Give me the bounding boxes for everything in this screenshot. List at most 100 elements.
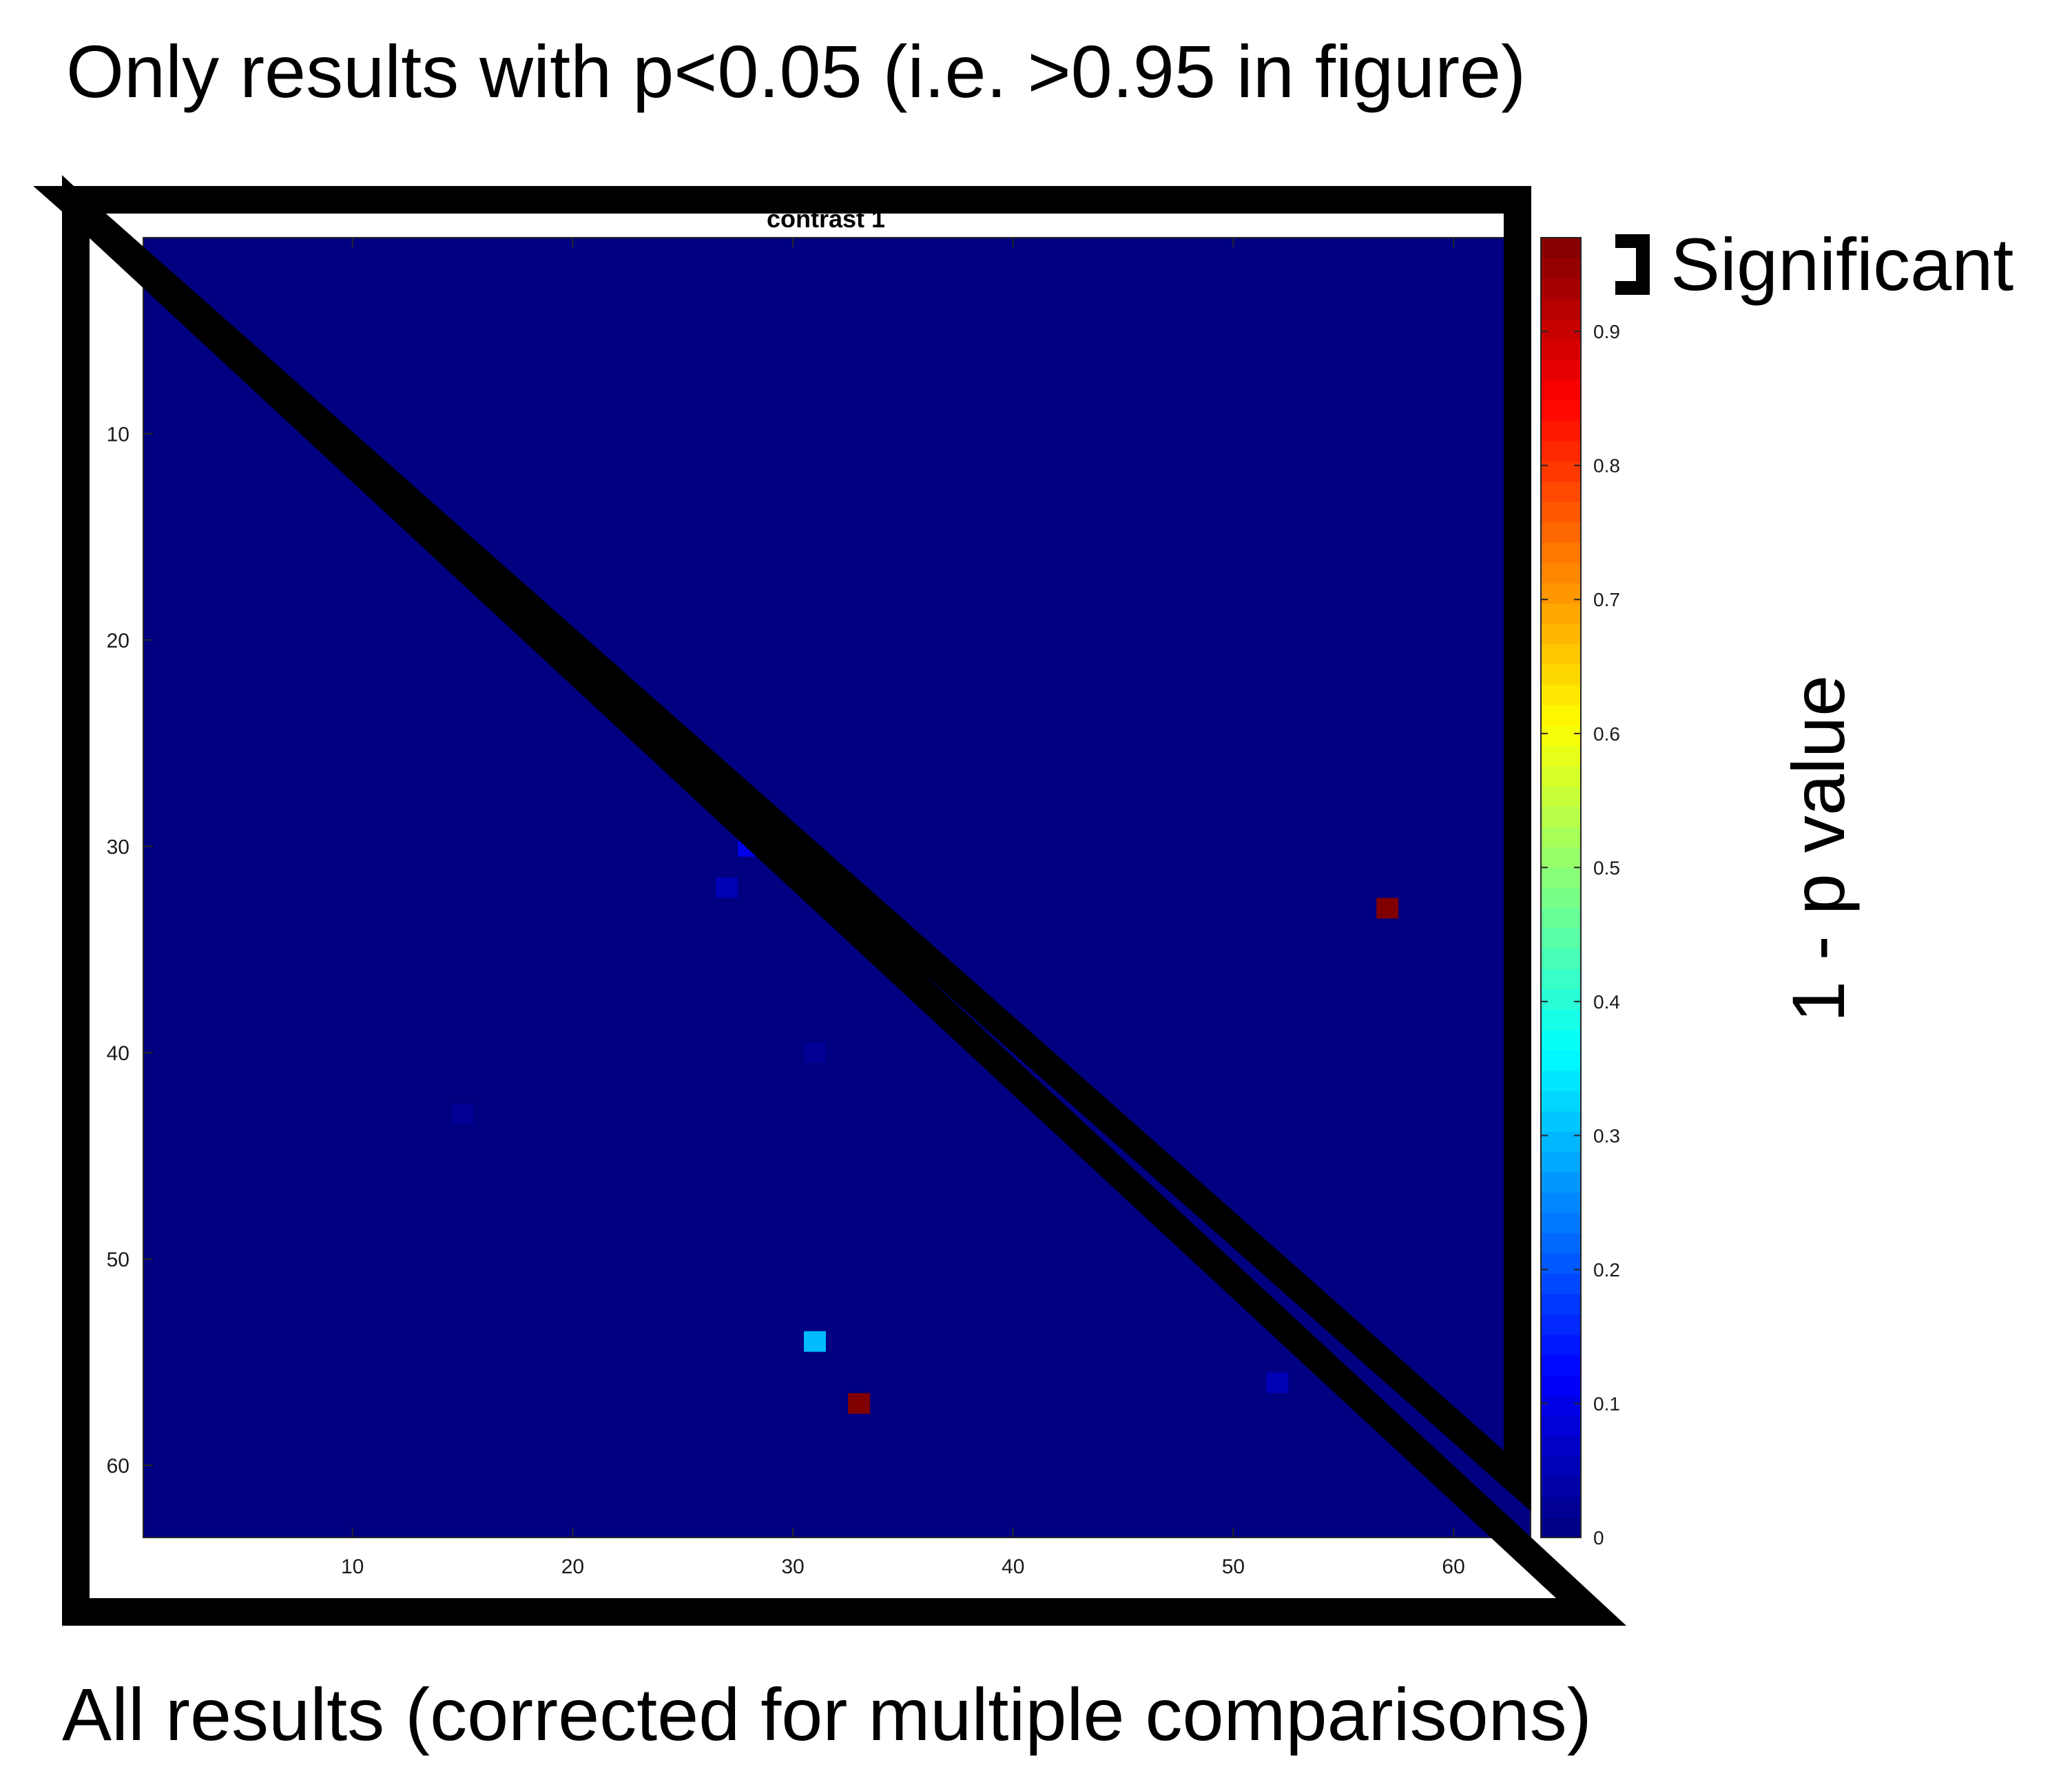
colorbar-segment	[1541, 867, 1581, 889]
colorbar-segment	[1541, 318, 1581, 340]
colorbar-tick-label: 0.5	[1593, 857, 1620, 878]
colorbar-segment	[1541, 887, 1581, 909]
colorbar-segment	[1541, 420, 1581, 442]
colorbar-segment	[1541, 1151, 1581, 1172]
colorbar-segment	[1541, 1090, 1581, 1112]
x-tick-label: 30	[781, 1555, 804, 1578]
colorbar-segment	[1541, 1375, 1581, 1396]
colorbar-segment	[1541, 1456, 1581, 1478]
x-tick-label: 40	[1002, 1555, 1024, 1578]
y-tick-label: 50	[107, 1249, 130, 1272]
colorbar-segment	[1541, 969, 1581, 990]
colorbar-segment	[1541, 339, 1581, 360]
colorbar-segment	[1541, 461, 1581, 482]
colorbar-segment	[1541, 359, 1581, 380]
heatmap-cell	[804, 1042, 827, 1064]
colorbar-segment	[1541, 1212, 1581, 1234]
colorbar-segment	[1541, 1131, 1581, 1152]
significant-bracket	[1615, 234, 1650, 295]
colorbar-segment	[1541, 1334, 1581, 1356]
colorbar-segment	[1541, 298, 1581, 320]
colorbar-segment	[1541, 603, 1581, 624]
colorbar-segment	[1541, 1110, 1581, 1132]
colorbar-segment	[1541, 1517, 1581, 1538]
upper-triangle-outline	[33, 186, 1531, 1512]
x-tick-label: 20	[561, 1555, 584, 1578]
colorbar-segment	[1541, 664, 1581, 685]
colorbar-segment	[1541, 643, 1581, 665]
bottom-caption: All results (corrected for multiple comp…	[62, 1673, 1592, 1756]
colorbar-tick-label: 0	[1593, 1527, 1604, 1549]
colorbar-segment	[1541, 623, 1581, 645]
top-caption: Only results with p<0.05 (i.e. >0.95 in …	[66, 30, 1526, 113]
colorbar-tick-label: 0.1	[1593, 1393, 1620, 1414]
colorbar-segment	[1541, 1009, 1581, 1031]
colorbar-segment	[1541, 1314, 1581, 1335]
colorbar-segment	[1541, 1172, 1581, 1193]
colorbar-segment	[1541, 827, 1581, 848]
colorbar-segment	[1541, 562, 1581, 583]
colorbar-segment	[1541, 684, 1581, 705]
colorbar-segment	[1541, 521, 1581, 543]
colorbar-segment	[1541, 400, 1581, 421]
x-tick-label: 50	[1222, 1555, 1245, 1578]
colorbar-segment	[1541, 1395, 1581, 1416]
heatmap-cell	[847, 1393, 870, 1414]
y-tick-label: 60	[107, 1455, 130, 1478]
colorbar-tick-label: 0.9	[1593, 321, 1620, 342]
colorbar-segment	[1541, 1416, 1581, 1437]
y-tick-label: 30	[107, 836, 130, 859]
colorbar-segment	[1541, 440, 1581, 462]
x-tick-label: 10	[341, 1555, 364, 1578]
colorbar-segment	[1541, 542, 1581, 563]
heatmap-cell	[716, 877, 738, 898]
heatmap-cell	[804, 1331, 827, 1352]
colorbar-segment	[1541, 1253, 1581, 1274]
colorbar-segment	[1541, 238, 1581, 259]
colorbar-segment	[1541, 948, 1581, 970]
colorbar-tick-label: 0.4	[1593, 991, 1620, 1013]
lower-triangle-outline	[62, 175, 1626, 1626]
significant-label: Significant	[1670, 222, 2014, 306]
colorbar-segment	[1541, 258, 1581, 279]
colorbar-segment	[1541, 806, 1581, 827]
y-tick-label: 10	[107, 424, 130, 446]
heatmap-cell	[451, 1104, 474, 1125]
colorbar-segment	[1541, 1294, 1581, 1315]
colorbar-segment	[1541, 380, 1581, 401]
x-tick-label: 60	[1442, 1555, 1464, 1578]
colorbar-segment	[1541, 928, 1581, 949]
colorbar-segment	[1541, 1232, 1581, 1254]
colorbar-segment	[1541, 705, 1581, 726]
colorbar-tick-label: 0.6	[1593, 723, 1620, 745]
heatmap-cell	[1376, 898, 1399, 919]
colorbar-segment	[1541, 583, 1581, 604]
colorbar-segment	[1541, 1273, 1581, 1294]
colorbar-segment	[1541, 786, 1581, 807]
colorbar-segment	[1541, 481, 1581, 502]
annotation-overlay	[33, 175, 1650, 1626]
y-tick-label: 20	[107, 630, 130, 652]
colorbar-segment	[1541, 745, 1581, 767]
colorbar-tick-label: 0.8	[1593, 455, 1620, 477]
colorbar-segment	[1541, 1476, 1581, 1498]
colorbar-segment	[1541, 1497, 1581, 1518]
colorbar-segment	[1541, 1070, 1581, 1091]
colorbar-segment	[1541, 1029, 1581, 1051]
colorbar-segment	[1541, 907, 1581, 929]
colorbar-frame	[1540, 237, 1582, 1538]
colorbar-segment	[1541, 1192, 1581, 1213]
y-tick-label: 40	[107, 1042, 130, 1065]
colorbar-segment	[1541, 765, 1581, 787]
colorbar-segment	[1541, 1050, 1581, 1071]
colorbar-segment	[1541, 278, 1581, 300]
colorbar-segment	[1541, 725, 1581, 746]
colorbar-tick-label: 0.7	[1593, 589, 1620, 610]
colorbar-segment	[1541, 847, 1581, 868]
heatmap-cell	[1266, 1372, 1289, 1394]
colorbar-tick-label: 0.3	[1593, 1125, 1620, 1146]
colorbar-tick-label: 0.2	[1593, 1259, 1620, 1281]
colorbar-segment	[1541, 501, 1581, 523]
colorbar-segment	[1541, 1436, 1581, 1457]
